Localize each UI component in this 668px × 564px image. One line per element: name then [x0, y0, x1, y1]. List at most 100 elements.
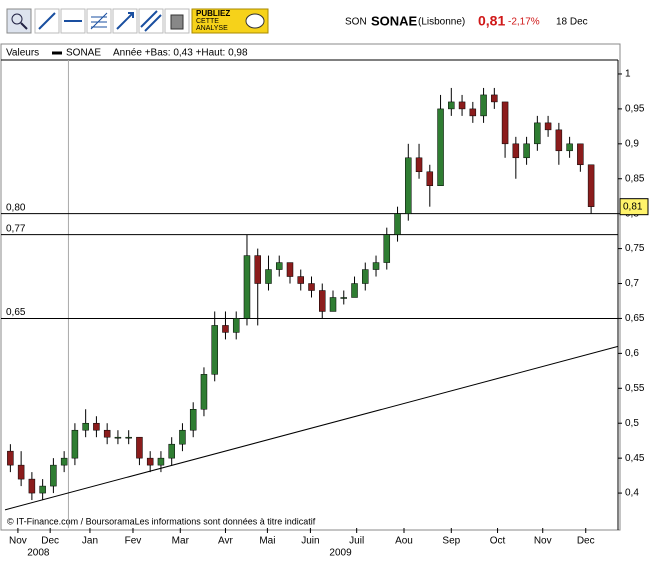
candle-body	[340, 297, 348, 299]
y-tick-label: 0,5	[625, 418, 639, 429]
tool-channel[interactable]	[138, 8, 164, 34]
candle-body	[17, 464, 25, 480]
candle-body	[103, 429, 111, 438]
y-tick-label: 0,85	[625, 173, 645, 184]
candle-body	[308, 283, 315, 291]
x-tick-label: Juin	[301, 536, 319, 547]
toolbar: PUBLIEZ CETTE ANALYSE	[6, 8, 269, 34]
candle-body	[189, 409, 197, 431]
candle-body	[501, 101, 509, 145]
candle-body	[114, 436, 122, 439]
stock-change: -2,17%	[508, 17, 540, 28]
candle-body	[28, 478, 36, 494]
x-tick-label: Oct	[490, 536, 506, 547]
candle-body	[480, 94, 487, 117]
x-tick-label: Juil	[349, 536, 364, 547]
tool-zoom[interactable]	[6, 8, 32, 34]
candle-body	[60, 457, 68, 466]
candle-body	[555, 129, 563, 152]
icon	[38, 12, 56, 30]
candle-body	[512, 143, 520, 159]
y-tick-label: 0,75	[625, 243, 645, 254]
candle-body	[157, 457, 165, 466]
icon	[11, 13, 23, 25]
icon	[170, 14, 184, 30]
candle-body	[211, 325, 218, 375]
candle-body	[243, 255, 251, 319]
y-tick-label: 0,55	[625, 383, 645, 394]
last-price-label: 0,81	[623, 201, 643, 212]
candle-body	[577, 143, 584, 166]
candle-body	[71, 429, 79, 459]
icon	[90, 12, 108, 30]
x-tick-label: Sep	[442, 536, 460, 547]
year-label: 2009	[329, 548, 352, 559]
candle-body	[7, 450, 14, 466]
x-tick-label: Jan	[82, 536, 98, 547]
x-tick-label: Nov	[9, 536, 27, 547]
x-tick-label: Dec	[41, 536, 59, 547]
candle-body	[383, 234, 391, 263]
x-tick-label: Mar	[172, 536, 190, 547]
y-tick-label: 1	[625, 69, 631, 80]
candle-body	[426, 171, 434, 186]
candle-body	[297, 276, 304, 284]
candle-body	[372, 262, 380, 270]
support-label: 0,65	[6, 307, 26, 318]
candle-body	[415, 157, 423, 173]
legend-prefix: Valeurs	[6, 48, 39, 59]
candle-body	[136, 436, 143, 459]
candle-body	[534, 122, 541, 145]
legend-entry: SONAE	[66, 48, 101, 59]
candle-body	[168, 443, 175, 459]
y-tick-label: 0,95	[625, 104, 645, 115]
candle-body	[319, 290, 326, 312]
stock-name: SONAE	[371, 13, 418, 28]
candle-body	[39, 485, 46, 494]
y-tick-label: 0,9	[625, 138, 639, 149]
candle-body	[351, 283, 358, 298]
candle-body	[200, 374, 208, 410]
candle-body	[469, 108, 477, 117]
trend-line	[4, 345, 619, 511]
candle-body	[93, 422, 100, 431]
candle-body	[587, 164, 595, 207]
stock-market: (Lisbonne)	[418, 17, 465, 28]
button-text: CETTE	[196, 18, 219, 25]
candle-body	[458, 101, 466, 110]
button-text: PUBLIEZ	[196, 9, 230, 18]
support-label: 0,80	[6, 202, 26, 213]
stock-code: SON	[345, 17, 367, 28]
candle-body	[254, 255, 261, 284]
candle-body	[566, 143, 573, 152]
icon	[245, 13, 265, 29]
candle-body	[329, 297, 337, 312]
legend-info: Année +Bas: 0,43 +Haut: 0,98	[113, 48, 248, 59]
candle-body	[179, 429, 186, 445]
candle-body	[265, 269, 272, 284]
y-tick-label: 0,4	[625, 488, 639, 499]
y-tick-label: 0,65	[625, 313, 645, 324]
icon	[20, 22, 28, 30]
x-tick-label: Nov	[534, 536, 552, 547]
candle-body	[222, 325, 229, 333]
candle-body	[232, 318, 240, 333]
x-tick-label: Avr	[218, 536, 233, 547]
candle-body	[405, 157, 412, 214]
stock-price: 0,81	[478, 13, 505, 29]
x-tick-label: Aou	[395, 536, 413, 547]
support-label: 0,77	[6, 223, 26, 234]
x-tick-label: Dec	[577, 536, 595, 547]
x-tick-label: Fev	[125, 536, 142, 547]
y-tick-label: 0,45	[625, 453, 645, 464]
icon	[140, 10, 162, 32]
y-tick-label: 0,7	[625, 278, 639, 289]
year-label: 2008	[27, 548, 50, 559]
candle-body	[437, 108, 444, 186]
candle-body	[286, 262, 294, 277]
x-tick-label: Mai	[259, 536, 275, 547]
button-text: ANALYSE	[196, 25, 228, 32]
candle-body	[523, 143, 530, 159]
